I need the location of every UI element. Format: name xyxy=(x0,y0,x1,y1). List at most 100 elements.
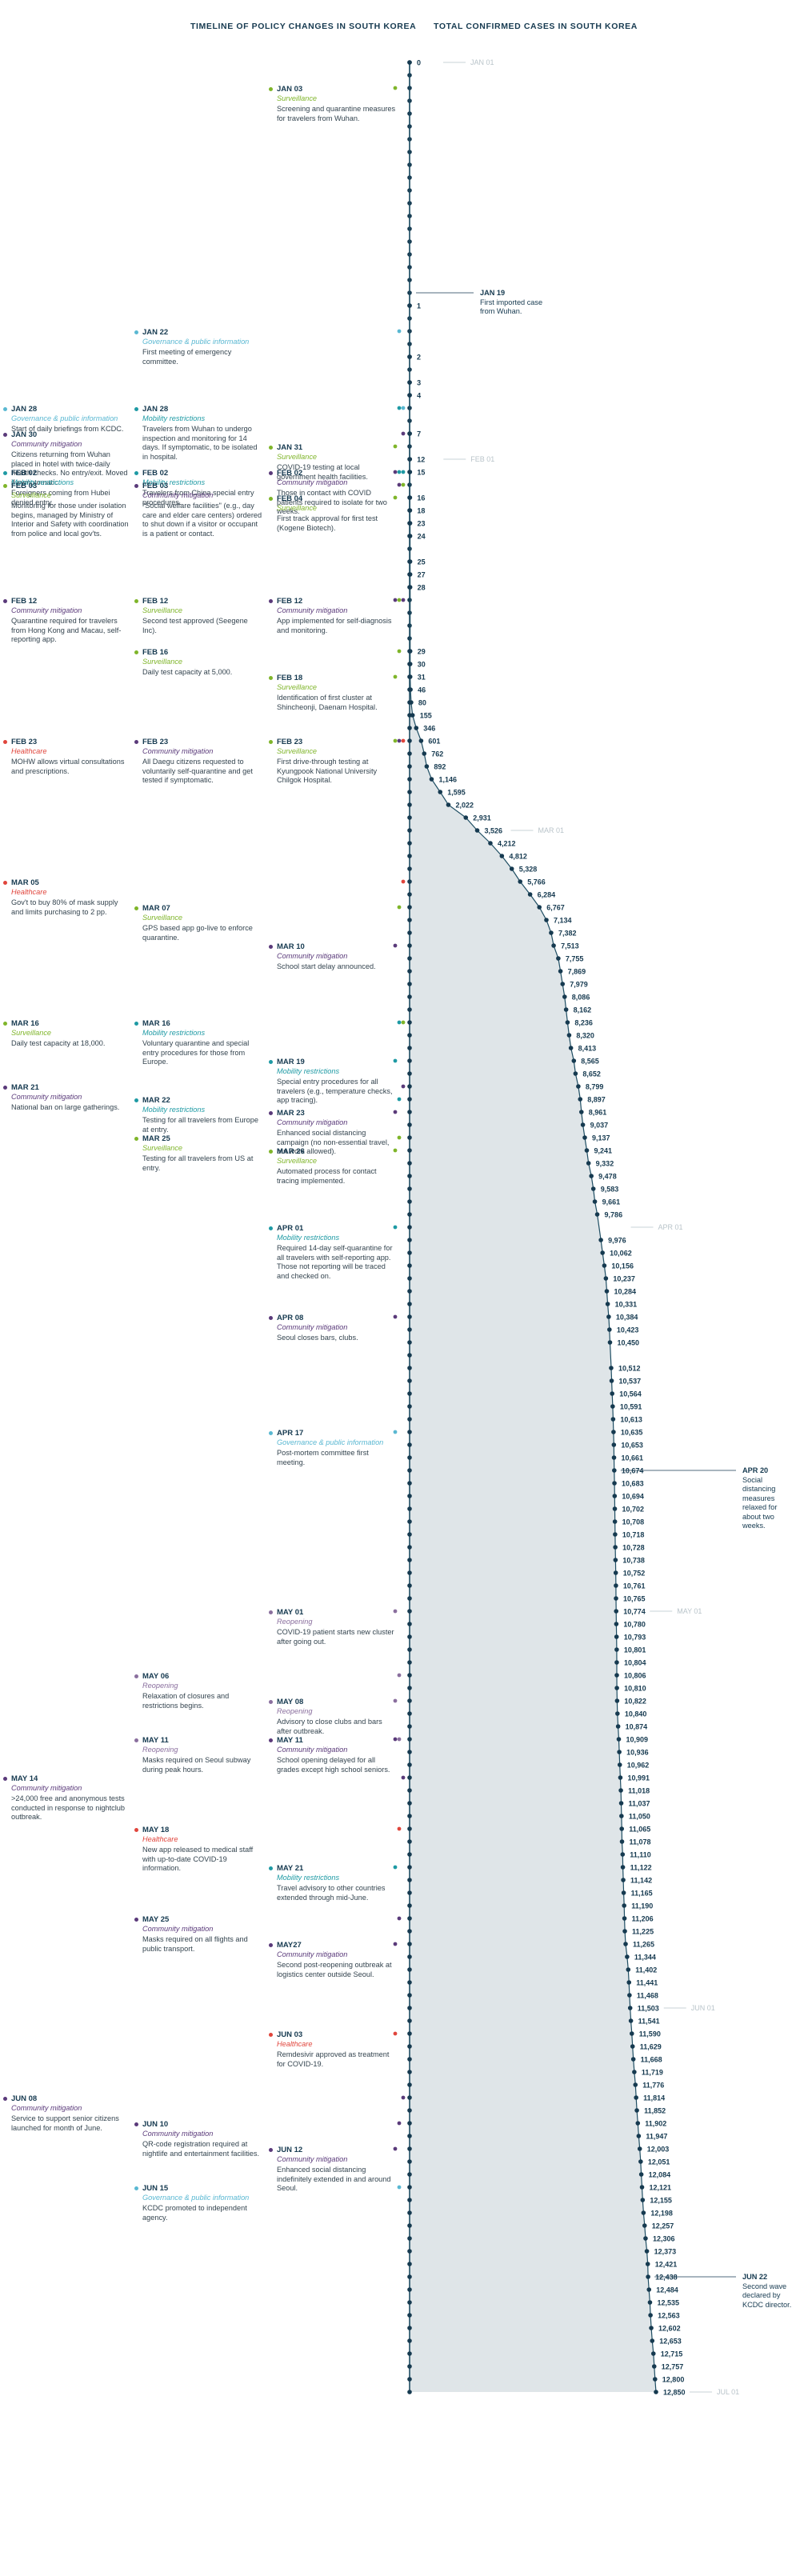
axis-day-dot xyxy=(407,2313,412,2318)
axis-day-dot xyxy=(407,1250,412,1255)
case-point xyxy=(611,1442,617,1447)
event-description: Quarantine required for travelers from H… xyxy=(11,617,122,643)
case-label: 10,909 xyxy=(626,1736,648,1744)
event-date: MAR 25 xyxy=(142,1134,170,1143)
case-point xyxy=(640,2198,646,2202)
event-category: Healthcare xyxy=(11,887,47,896)
axis-day-dot xyxy=(407,1519,412,1524)
event-date: JUN 12 xyxy=(277,2146,303,2154)
event-axis-marker xyxy=(397,1826,402,1831)
axis-day-dot xyxy=(407,1852,412,1857)
event-date: FEB 02 xyxy=(11,469,38,478)
axis-day-dot xyxy=(407,1378,412,1383)
case-point xyxy=(407,393,412,398)
case-point xyxy=(642,2223,647,2228)
axis-day-dot xyxy=(407,918,412,922)
case-label: 11,122 xyxy=(630,1864,652,1872)
axis-day-dot xyxy=(407,1788,412,1793)
event-category: Community mitigation xyxy=(11,1092,82,1101)
policy-event: FEB 23 Healthcare MOHW allows virtual cons… xyxy=(3,738,131,776)
event-date: FEB 12 xyxy=(277,597,303,606)
axis-day-dot xyxy=(407,994,412,999)
case-point xyxy=(637,2146,642,2151)
case-label: 11,541 xyxy=(638,2018,660,2026)
case-label: 11,078 xyxy=(630,1838,651,1846)
event-date: JAN 28 xyxy=(11,405,38,414)
case-point xyxy=(646,2287,652,2292)
case-label: 10,804 xyxy=(624,1659,646,1667)
case-label: 15 xyxy=(417,469,425,477)
month-label: JUL 01 xyxy=(717,2388,739,2396)
case-label: 10,718 xyxy=(622,1531,645,1539)
case-point xyxy=(606,1314,611,1319)
axis-day-dot xyxy=(407,815,412,820)
event-date: MAR 21 xyxy=(11,1083,39,1092)
axis-day-dot xyxy=(407,2377,412,2382)
axis-day-dot xyxy=(407,1033,412,1038)
category-bullet-icon xyxy=(134,2122,138,2126)
axis-day-dot xyxy=(407,2326,412,2330)
case-point xyxy=(617,1762,622,1767)
case-point xyxy=(586,1161,591,1166)
case-point xyxy=(408,687,413,692)
axis-day-dot xyxy=(407,1199,412,1204)
axis-day-dot xyxy=(407,1442,412,1447)
case-label: 10,738 xyxy=(622,1557,645,1565)
case-point xyxy=(407,674,413,679)
case-point xyxy=(612,1519,618,1524)
case-point xyxy=(626,1967,631,1972)
case-point xyxy=(649,2326,654,2330)
axis-day-dot xyxy=(407,2210,412,2215)
case-label: 9,478 xyxy=(598,1173,617,1181)
axis-day-dot xyxy=(407,2108,412,2113)
case-point xyxy=(619,1826,625,1831)
event-axis-marker xyxy=(393,674,398,679)
case-point xyxy=(414,726,419,730)
event-category: Community mitigation xyxy=(277,1950,348,1958)
event-date: MAR 07 xyxy=(142,904,170,913)
case-point xyxy=(612,1494,618,1498)
policy-event: JUN 12 Community mitigation Enhanced socia… xyxy=(269,2146,397,2194)
axis-day-dot xyxy=(407,1865,412,1870)
case-label: 10,991 xyxy=(627,1774,650,1782)
case-label: 12,051 xyxy=(648,2158,670,2166)
case-point xyxy=(438,790,443,794)
axis-day-dot xyxy=(407,1609,412,1614)
case-label: 11,225 xyxy=(632,1928,654,1936)
category-bullet-icon xyxy=(134,599,138,603)
event-description: Travelers from China special entry proce… xyxy=(142,489,254,506)
case-point xyxy=(626,1980,632,1985)
event-axis-marker xyxy=(397,1135,402,1140)
category-bullet-icon xyxy=(134,1098,138,1102)
event-category: Surveillance xyxy=(277,682,318,691)
axis-day-dot xyxy=(407,2095,412,2100)
axis-day-dot xyxy=(407,1161,412,1166)
policy-event: JAN 31 Surveillance COVID-19 testing at lo… xyxy=(269,443,397,482)
event-date: MAR 26 xyxy=(277,1147,305,1156)
axis-day-dot xyxy=(407,790,412,794)
policy-event: MAR 16 Mobility restrictions Voluntary qua… xyxy=(134,1019,262,1067)
case-point xyxy=(614,1698,620,1703)
case-point xyxy=(611,1455,617,1460)
event-axis-marker xyxy=(401,879,406,884)
event-axis-marker xyxy=(393,1225,398,1230)
case-label: 9,976 xyxy=(608,1237,626,1245)
event-date: FEB 18 xyxy=(277,674,303,682)
event-date: MAR 10 xyxy=(277,942,305,951)
event-description: Monitoring for those under isolation beg… xyxy=(11,502,129,538)
case-label: 12,306 xyxy=(653,2235,675,2243)
case-point xyxy=(407,572,413,577)
case-point xyxy=(573,1071,578,1076)
event-description: Citizens returning from Wuhan placed in … xyxy=(11,450,128,486)
category-bullet-icon xyxy=(134,330,138,334)
policy-event: APR 17 Governance & public information Pos… xyxy=(269,1429,397,1467)
case-label: 7,755 xyxy=(566,955,584,963)
month-label: MAR 01 xyxy=(538,826,565,834)
event-axis-marker xyxy=(401,482,406,487)
case-label: 7 xyxy=(417,430,421,438)
case-label: 346 xyxy=(423,725,435,733)
event-date: APR 17 xyxy=(277,1429,304,1438)
case-label: 12,198 xyxy=(650,2210,673,2218)
event-category: Surveillance xyxy=(142,913,183,922)
